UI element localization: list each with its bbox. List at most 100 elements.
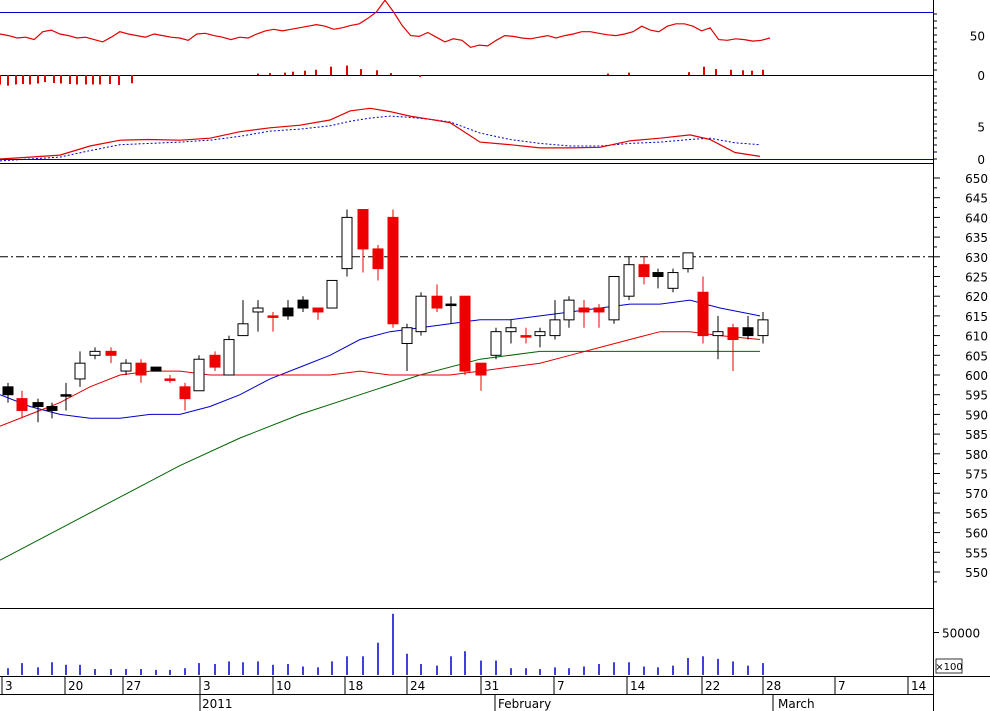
date-label: 14 <box>911 679 926 693</box>
month-label: February <box>498 697 551 711</box>
candle-body <box>32 402 44 408</box>
date-axis: 3 20 27 3 10 18 24 31 7 14 22 28 7 14 2011 February Marc… <box>1 676 926 711</box>
date-label: 10 <box>276 679 291 693</box>
candle-body <box>490 331 502 356</box>
candle-body <box>267 315 279 318</box>
volume-tick-label: 50000 <box>942 627 980 641</box>
candle-body <box>638 264 650 277</box>
price-tick-label: 600 <box>965 369 988 383</box>
price-tick-label: 570 <box>965 487 988 501</box>
month-label: 2011 <box>202 697 233 711</box>
price-tick-label: 550 <box>965 566 988 580</box>
candle-body <box>387 216 399 325</box>
candle-body <box>475 362 487 376</box>
date-label: 3 <box>5 679 13 693</box>
oscillator-line <box>0 0 771 49</box>
candle-body <box>312 307 324 313</box>
candle-body <box>445 303 457 307</box>
price-tick-label: 560 <box>965 527 988 541</box>
moving-average-mid <box>0 299 761 419</box>
candle-body <box>372 248 384 270</box>
volume-unit-box <box>935 658 963 674</box>
candle-body <box>179 386 191 400</box>
volume-panel: 50000 ×100 <box>7 613 980 675</box>
candle-body <box>431 295 443 309</box>
candle-body <box>563 299 575 321</box>
candle-body <box>549 319 561 337</box>
oscillator-panel <box>0 0 771 86</box>
candle-body <box>16 398 28 411</box>
candle-body <box>415 295 427 333</box>
candle-body <box>578 307 590 313</box>
date-label: 20 <box>68 679 83 693</box>
price-tick-label: 625 <box>965 271 988 285</box>
date-label: 27 <box>126 679 141 693</box>
candle-body <box>593 307 605 313</box>
price-tick-label: 640 <box>965 211 988 225</box>
candle-body <box>326 279 338 309</box>
price-tick-label: 575 <box>965 468 988 482</box>
candle-body <box>46 406 58 411</box>
price-tick-label: 590 <box>965 408 988 422</box>
volume-unit-label: ×100 <box>935 662 962 673</box>
price-tick-label: 610 <box>965 330 988 344</box>
price-tick-label: 555 <box>965 546 988 560</box>
indicator-panel <box>0 107 761 162</box>
price-tick-label: 580 <box>965 448 988 462</box>
date-label: 31 <box>484 679 499 693</box>
price-tick-label: 620 <box>965 290 988 304</box>
candle-body <box>135 362 147 376</box>
price-tick-label: 650 <box>965 172 988 186</box>
moving-average-short <box>0 331 761 427</box>
candle-body <box>505 327 517 333</box>
price-tick-label: 635 <box>965 231 988 245</box>
candle-body <box>120 362 132 372</box>
candle-body <box>520 335 532 338</box>
indicator-tick-label: 0 <box>977 153 985 167</box>
date-label: 24 <box>410 679 425 693</box>
oscillator-tick-label: 50 <box>970 30 985 44</box>
price-tick-label: 630 <box>965 251 988 265</box>
date-label: 7 <box>838 679 846 693</box>
candle-body <box>742 327 754 337</box>
candle-body <box>252 307 264 313</box>
candle-body <box>757 319 769 337</box>
candle-body <box>223 339 235 376</box>
price-tick-label: 595 <box>965 389 988 403</box>
right-axis: 0 50 0 5 550 555 560 565 570 575 580 585 590 595 600 60… <box>933 13 988 583</box>
price-panel <box>0 209 933 561</box>
indicator-signal-line <box>0 107 761 160</box>
candle-body <box>623 264 635 297</box>
candle-body <box>682 252 694 270</box>
candle-body <box>74 362 86 380</box>
date-label: 18 <box>348 679 363 693</box>
candle-body <box>105 350 117 356</box>
indicator-tick-label: 5 <box>977 121 985 135</box>
candle-body <box>209 354 221 368</box>
candle-body <box>459 295 471 372</box>
candle-body <box>150 366 162 372</box>
price-tick-label: 645 <box>965 192 988 206</box>
candle-body <box>667 272 679 289</box>
candle-body <box>297 299 309 309</box>
price-tick-label: 565 <box>965 507 988 521</box>
candle-body <box>2 386 14 396</box>
candle-body <box>60 394 72 397</box>
oscillator-tick-label: 0 <box>977 69 985 83</box>
indicator-average-line <box>0 115 761 162</box>
candle-body <box>164 378 176 381</box>
candle-body <box>727 327 739 341</box>
candle-body <box>608 276 620 321</box>
candle-body <box>697 291 709 337</box>
candle-body <box>712 331 724 337</box>
date-label: 7 <box>557 679 565 693</box>
candle-body <box>89 350 101 356</box>
price-tick-label: 605 <box>965 349 988 363</box>
date-label: 14 <box>630 679 645 693</box>
candle-body <box>401 327 413 344</box>
candle-body <box>652 272 664 277</box>
month-label: March <box>778 697 815 711</box>
candle-body <box>282 307 294 317</box>
candle-body <box>193 358 205 392</box>
